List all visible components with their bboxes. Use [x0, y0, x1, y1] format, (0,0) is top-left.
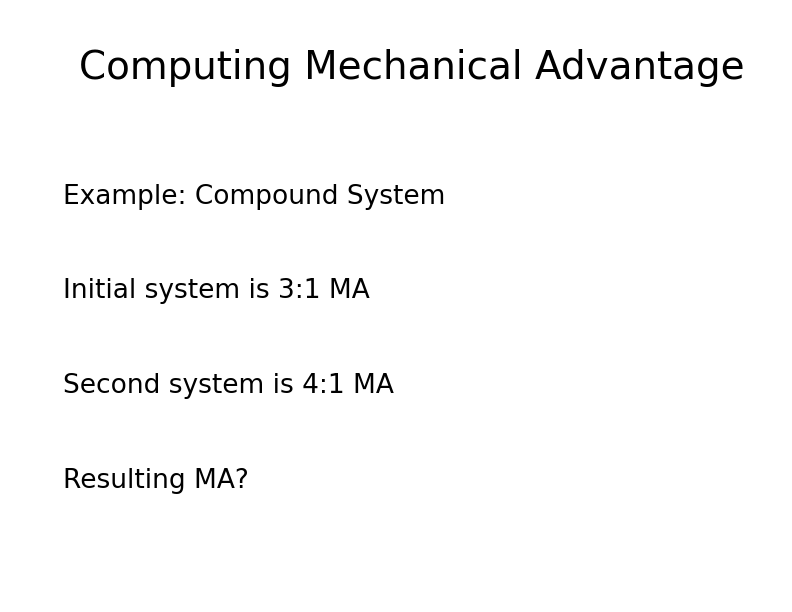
Text: Second system is 4:1 MA: Second system is 4:1 MA [63, 373, 394, 399]
Text: Initial system is 3:1 MA: Initial system is 3:1 MA [63, 278, 370, 304]
Text: Example: Compound System: Example: Compound System [63, 184, 446, 209]
Text: Computing Mechanical Advantage: Computing Mechanical Advantage [79, 49, 744, 87]
Text: Resulting MA?: Resulting MA? [63, 468, 249, 494]
